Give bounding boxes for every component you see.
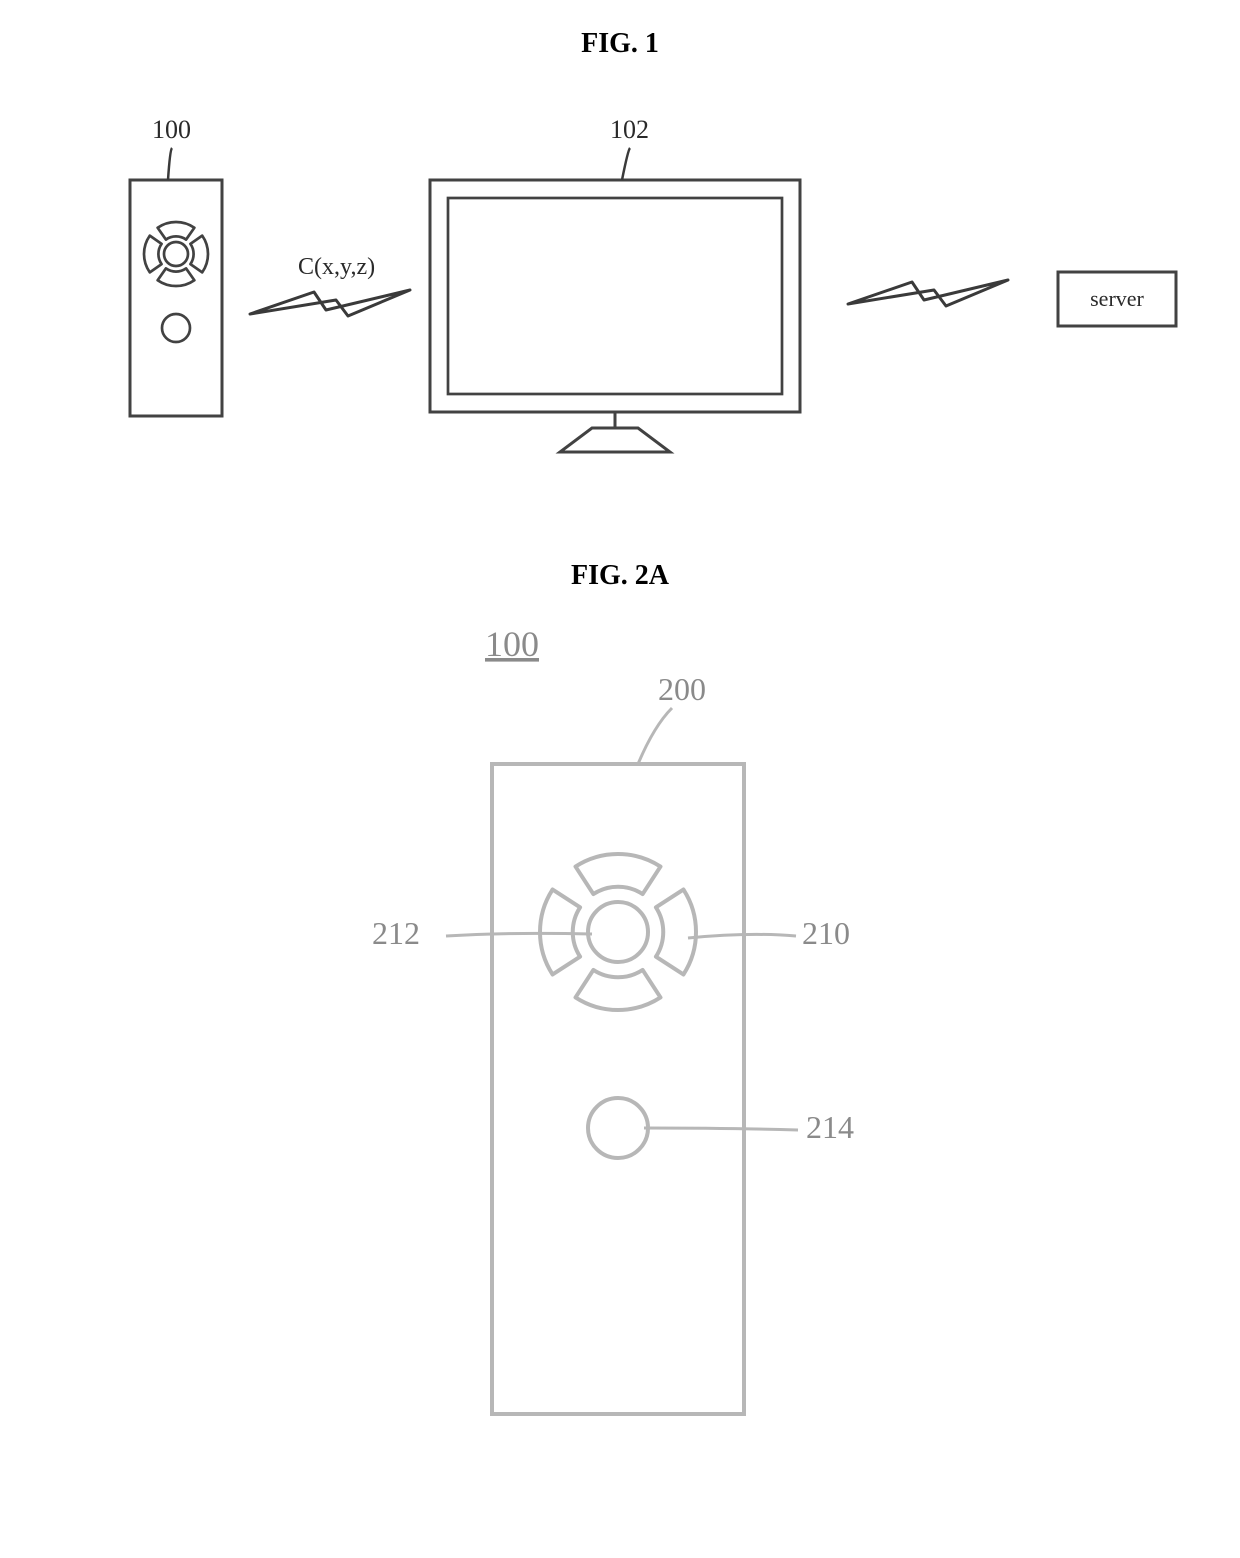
fig1-tv-ref: 102 <box>610 115 649 144</box>
fig1-link-tv-server <box>848 280 1008 306</box>
page: FIG. 1 100 102 server C(x,y,z) FIG. 2A 100 2… <box>0 28 1240 1472</box>
figure-1-diagram: 100 102 server C(x,y,z) <box>40 60 1200 480</box>
fig2a-remote <box>492 764 744 1414</box>
fig2a-title-ref: 100 <box>485 624 539 664</box>
fig2a-label-210: 210 <box>688 915 850 951</box>
fig2a-ref-212: 212 <box>372 915 420 951</box>
figure-2a-title: FIG. 2A <box>0 560 1240 592</box>
fig2a-label-212: 212 <box>372 915 592 951</box>
fig1-link-remote-tv: C(x,y,z) <box>250 254 410 316</box>
fig1-server: server <box>1058 272 1176 326</box>
fig1-link-label: C(x,y,z) <box>298 254 375 280</box>
fig2a-ref-210: 210 <box>802 915 850 951</box>
fig1-remote: 100 <box>130 115 222 416</box>
fig2a-label-200: 200 <box>638 671 706 764</box>
fig2a-label-214: 214 <box>644 1109 854 1145</box>
fig2a-ref-200: 200 <box>658 671 706 707</box>
figure-1-title: FIG. 1 <box>0 28 1240 60</box>
fig1-tv: 102 <box>430 115 800 452</box>
fig1-remote-ref: 100 <box>152 115 191 144</box>
fig2a-ref-214: 214 <box>806 1109 854 1145</box>
figure-2a-diagram: 100 200 210 212 214 <box>40 592 1200 1472</box>
fig1-server-label: server <box>1090 286 1144 311</box>
